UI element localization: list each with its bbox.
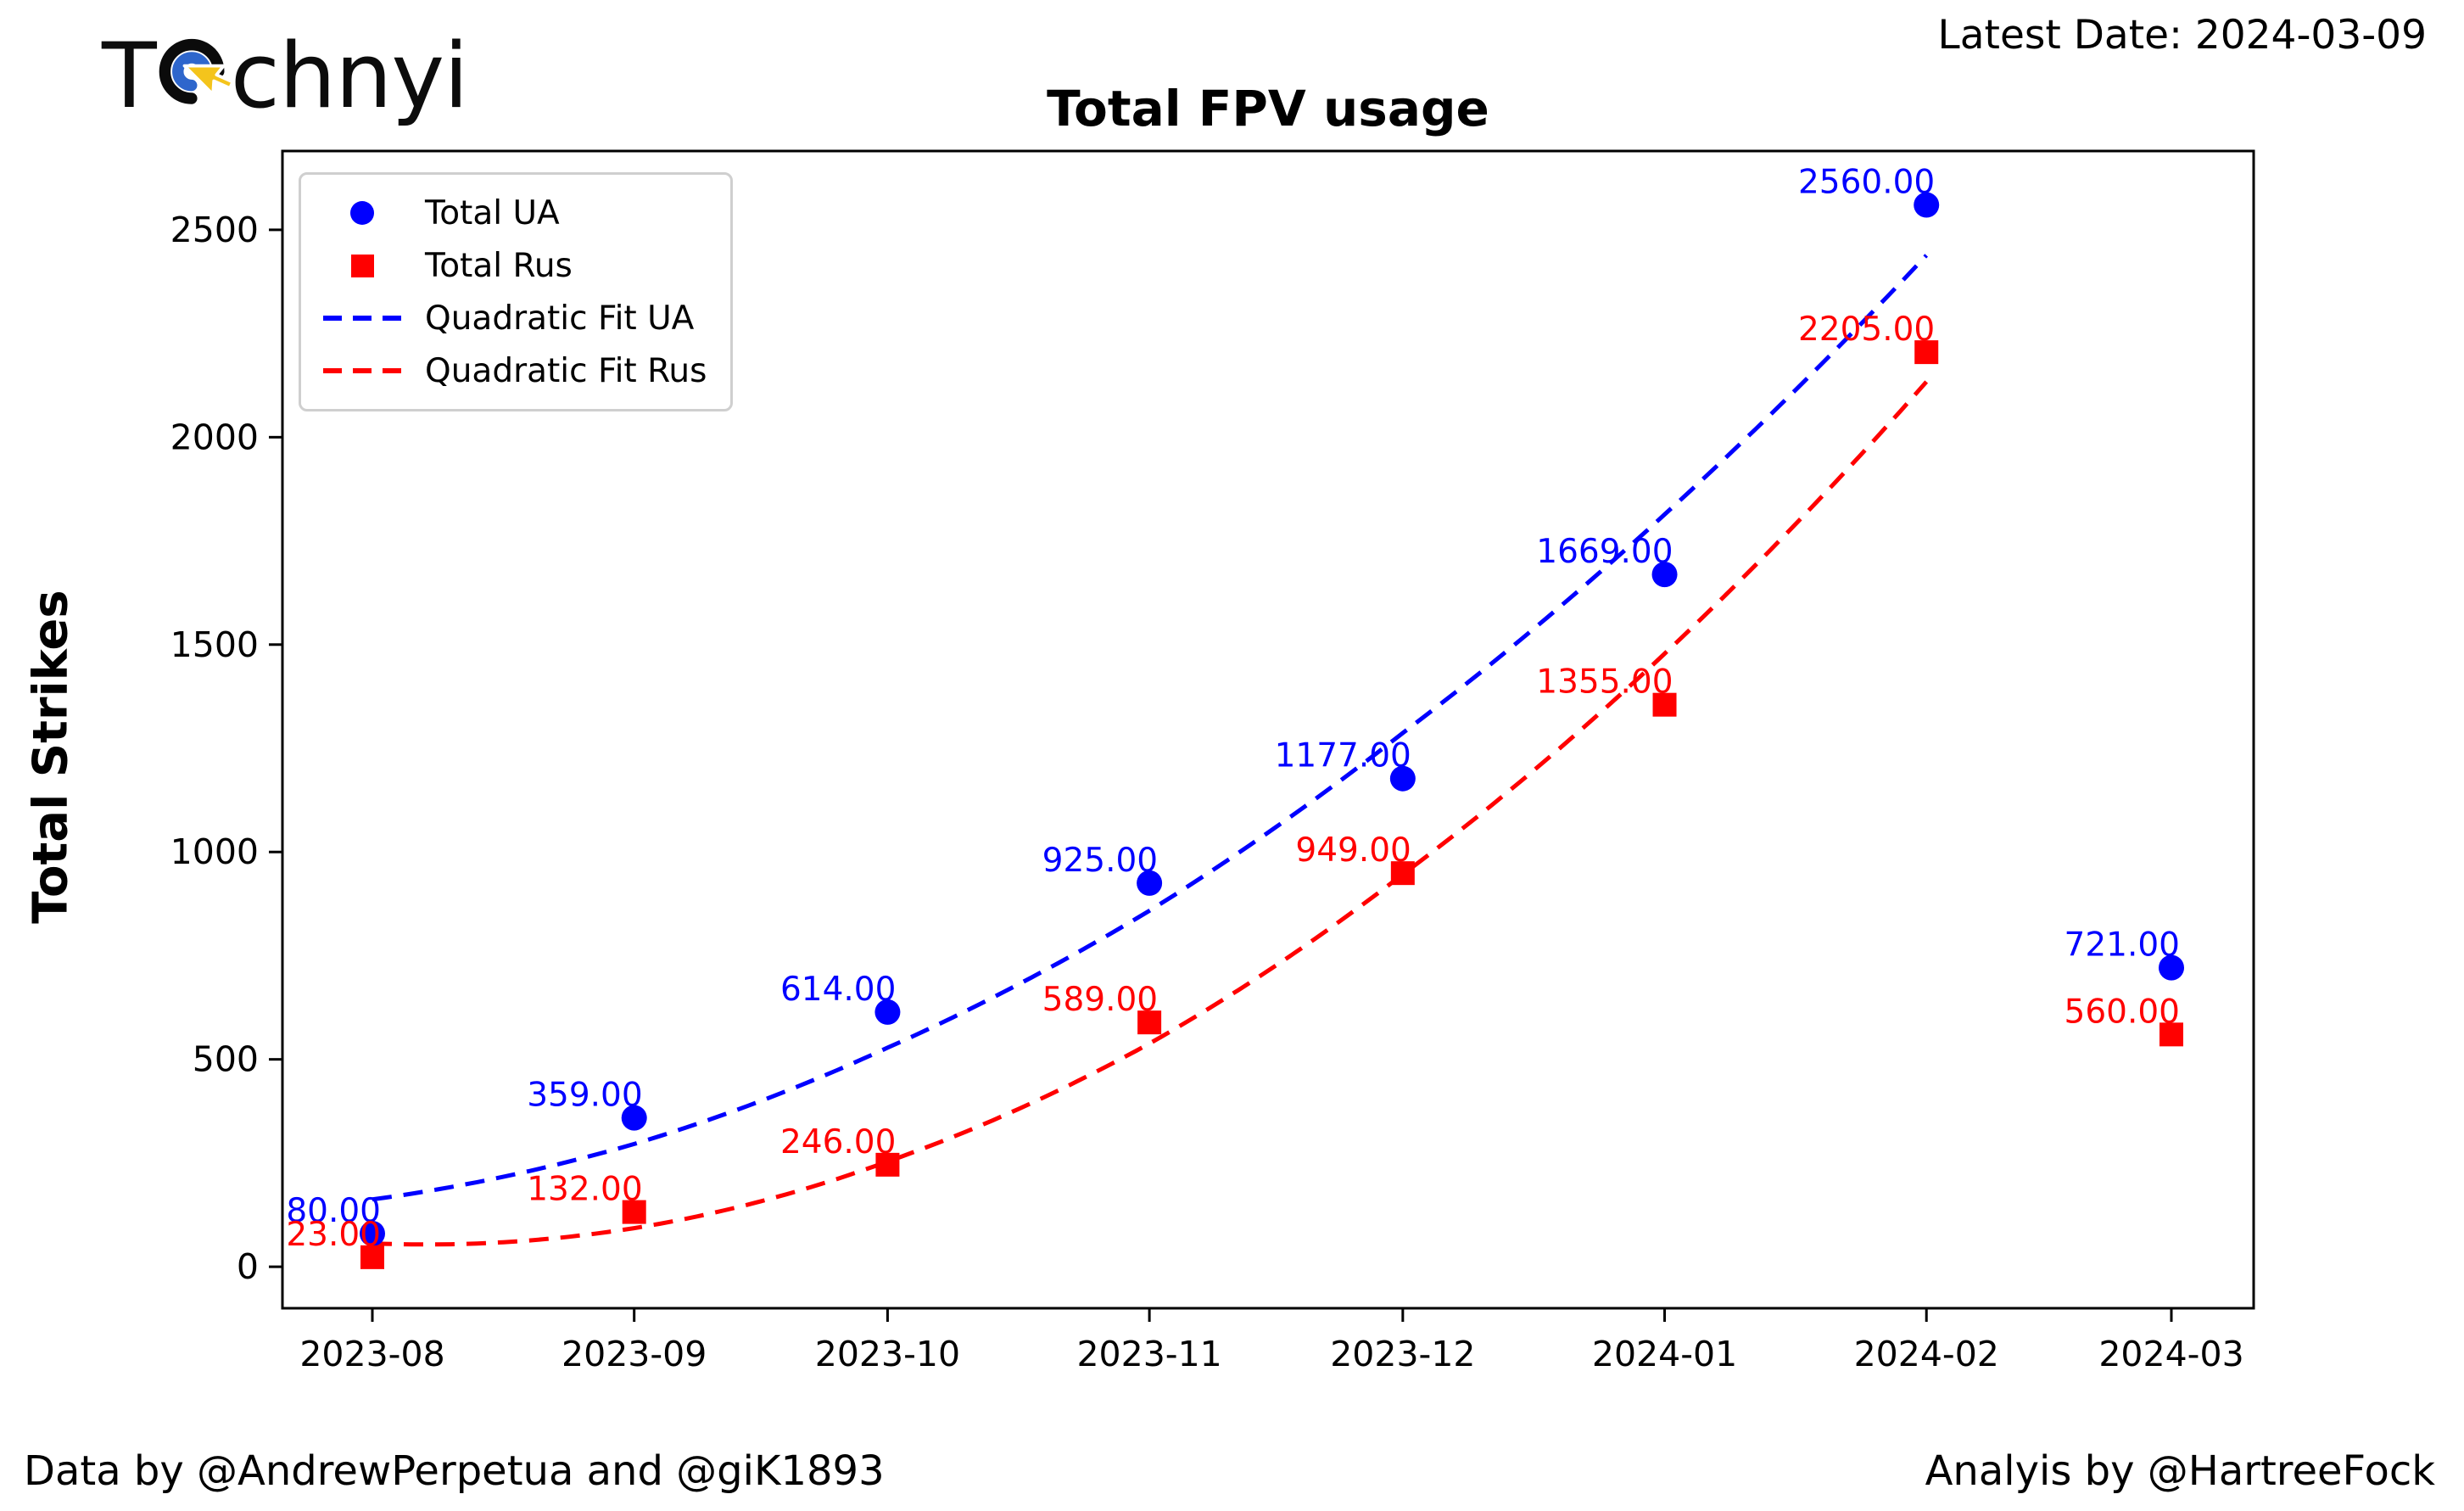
x-tick-label: 2023-12: [1330, 1334, 1475, 1374]
value-label: 721.00: [2065, 926, 2180, 965]
series-total-rus: 23.00 132.00 246.00 589.00 949.00 1355.00 2205…: [286, 311, 2183, 1269]
data-credit: Data by @AndrewPerpetua and @giK1893: [24, 1447, 885, 1495]
value-label: 246.00: [780, 1123, 896, 1161]
x-tick-label: 2024-03: [2098, 1334, 2243, 1374]
red-dashed-line-icon: [323, 368, 401, 373]
legend-label: Quadratic Fit UA: [425, 299, 695, 338]
y-tick-label: 1500: [170, 624, 259, 665]
value-label: 80.00: [286, 1192, 381, 1230]
y-tick-label: 1000: [170, 831, 259, 872]
y-tick-label: 2500: [170, 210, 259, 250]
x-axis: 2023-08 2023-09 2023-10 2023-11 2023-12 2024-…: [299, 1308, 2244, 1374]
value-label: 949.00: [1295, 831, 1411, 870]
y-axis: 0 500 1000 1500 2000 2500: [170, 210, 282, 1287]
y-tick-label: 0: [237, 1246, 259, 1287]
fit-line-quadratic-fit-ua: [372, 254, 1929, 1202]
data-point: [360, 1245, 384, 1269]
latest-date-label: Latest Date: 2024-03-09: [1937, 12, 2427, 59]
legend-item-fit-ua: Quadratic Fit UA: [318, 292, 707, 344]
value-label: 614.00: [780, 971, 896, 1009]
data-point: [1914, 192, 1940, 218]
x-tick-label: 2023-10: [815, 1334, 960, 1374]
data-point: [1390, 861, 1415, 886]
value-label: 925.00: [1042, 842, 1158, 880]
value-label: 2205.00: [1798, 311, 1935, 349]
logo: T chnyi: [102, 24, 469, 128]
red-square-marker-icon: [350, 254, 374, 277]
legend-item-total-ua: Total UA: [318, 187, 707, 239]
data-point: [875, 1152, 900, 1177]
y-tick-label: 2000: [170, 417, 259, 457]
legend: Total UA Total Rus Quadratic Fit UA Quad…: [299, 172, 734, 411]
data-point: [1651, 562, 1678, 588]
x-tick-label: 2024-02: [1854, 1334, 1999, 1374]
x-tick-label: 2024-01: [1592, 1334, 1737, 1374]
data-point: [1137, 870, 1163, 896]
legend-item-total-rus: Total Rus: [318, 239, 707, 292]
legend-item-fit-rus: Quadratic Fit Rus: [318, 344, 707, 397]
blue-dashed-line-icon: [323, 316, 401, 321]
legend-label: Total Rus: [425, 246, 573, 285]
chart-title: Total FPV usage: [1047, 80, 1489, 137]
value-label: 1177.00: [1275, 737, 1411, 775]
data-point: [874, 999, 901, 1025]
data-point: [1652, 692, 1677, 717]
value-label: 1669.00: [1536, 533, 1673, 571]
blue-circle-marker-icon: [350, 201, 374, 225]
logo-text-suffix: chnyi: [230, 24, 469, 128]
value-label: 560.00: [2065, 993, 2180, 1031]
plot-border: [281, 149, 2255, 1310]
fit-line-quadratic-fit-rus: [372, 380, 1929, 1247]
data-point: [2159, 954, 2184, 981]
data-point: [622, 1200, 646, 1224]
series-total-ua: 80.00 359.00 614.00 925.00 1177.00 1669.00 256…: [286, 164, 2184, 1246]
legend-label: Quadratic Fit Rus: [425, 351, 707, 390]
data-point: [1389, 765, 1416, 792]
y-tick-label: 500: [193, 1039, 259, 1080]
value-label: 132.00: [527, 1171, 642, 1209]
x-tick-label: 2023-09: [562, 1334, 707, 1374]
logo-text-prefix: T: [102, 24, 157, 128]
value-label: 2560.00: [1798, 164, 1935, 202]
analysis-credit: Analyis by @HartreeFock: [1925, 1447, 2435, 1495]
value-label: 23.00: [286, 1216, 381, 1254]
x-tick-label: 2023-08: [299, 1334, 444, 1374]
value-label: 359.00: [527, 1077, 642, 1115]
data-point: [1914, 340, 1939, 365]
data-point: [2159, 1022, 2183, 1047]
data-point: [1137, 1010, 1162, 1035]
click-target-icon: [153, 36, 234, 117]
value-label: 1355.00: [1536, 663, 1673, 702]
data-point: [621, 1105, 647, 1131]
value-label: 589.00: [1042, 981, 1158, 1019]
legend-label: Total UA: [425, 193, 560, 232]
x-tick-label: 2023-11: [1076, 1334, 1221, 1374]
data-point: [360, 1221, 385, 1246]
